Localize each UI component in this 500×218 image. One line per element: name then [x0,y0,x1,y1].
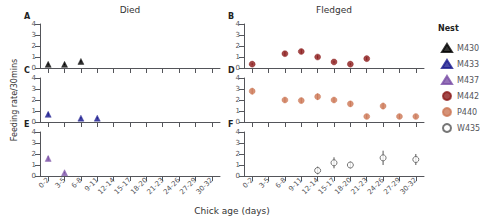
svg-text:0: 0 [32,64,36,72]
svg-text:0-2: 0-2 [241,176,255,190]
svg-text:2: 2 [32,96,36,104]
svg-text:1: 1 [236,161,240,169]
svg-text:4: 4 [236,128,241,136]
svg-text:M437: M437 [457,76,479,85]
svg-text:F: F [228,120,233,129]
svg-text:12-14: 12-14 [96,176,116,196]
svg-text:0: 0 [236,64,240,72]
svg-text:2: 2 [32,42,36,50]
svg-text:B: B [228,12,234,21]
svg-text:30-32: 30-32 [195,176,215,196]
svg-text:4: 4 [236,20,241,28]
svg-text:18-20: 18-20 [333,176,353,196]
svg-text:3: 3 [32,85,36,93]
svg-text:0-2: 0-2 [37,176,51,190]
svg-text:24-26: 24-26 [366,176,386,196]
svg-text:6-8: 6-8 [70,176,84,190]
svg-text:30-32: 30-32 [399,176,419,196]
svg-text:3: 3 [236,85,240,93]
svg-text:9-11: 9-11 [83,176,101,193]
svg-text:1: 1 [32,53,36,61]
svg-text:3: 3 [32,139,36,147]
svg-text:15-17: 15-17 [113,176,133,196]
svg-text:21-23: 21-23 [146,176,166,196]
svg-text:4: 4 [32,128,37,136]
svg-text:2: 2 [32,150,36,158]
svg-text:21-23: 21-23 [350,176,370,196]
svg-text:2: 2 [236,150,240,158]
svg-text:4: 4 [32,74,37,82]
svg-text:W435: W435 [457,124,480,133]
svg-text:1: 1 [32,161,36,169]
svg-text:3-5: 3-5 [258,176,272,190]
svg-text:0: 0 [32,172,36,180]
svg-text:2: 2 [236,96,240,104]
svg-text:P440: P440 [457,108,477,117]
svg-text:3: 3 [32,31,36,39]
svg-text:27-29: 27-29 [178,176,198,196]
svg-text:Chick age (days): Chick age (days) [194,206,269,216]
svg-text:3: 3 [236,139,240,147]
svg-text:2: 2 [236,42,240,50]
svg-text:1: 1 [236,107,240,115]
svg-text:0: 0 [32,118,36,126]
svg-text:Fledged: Fledged [316,5,352,15]
svg-text:E: E [24,120,29,129]
svg-text:Feeding rate/30mins: Feeding rate/30mins [10,59,19,141]
svg-text:D: D [228,66,235,75]
svg-text:M433: M433 [457,60,479,69]
svg-text:12-14: 12-14 [300,176,320,196]
svg-text:4: 4 [32,20,37,28]
svg-text:A: A [24,12,31,21]
svg-text:C: C [24,66,30,75]
svg-text:18-20: 18-20 [129,176,149,196]
svg-text:15-17: 15-17 [317,176,337,196]
svg-text:3-5: 3-5 [54,176,68,190]
svg-text:3: 3 [236,31,240,39]
svg-text:M442: M442 [457,92,479,101]
svg-text:0: 0 [236,172,240,180]
svg-text:Nest: Nest [438,24,459,33]
svg-text:9-11: 9-11 [287,176,305,193]
svg-text:6-8: 6-8 [274,176,288,190]
svg-text:1: 1 [236,53,240,61]
svg-text:M430: M430 [457,44,479,53]
svg-text:4: 4 [236,74,241,82]
svg-text:0: 0 [236,118,240,126]
svg-text:27-29: 27-29 [382,176,402,196]
svg-text:Died: Died [120,5,141,15]
svg-text:24-26: 24-26 [162,176,182,196]
svg-text:1: 1 [32,107,36,115]
